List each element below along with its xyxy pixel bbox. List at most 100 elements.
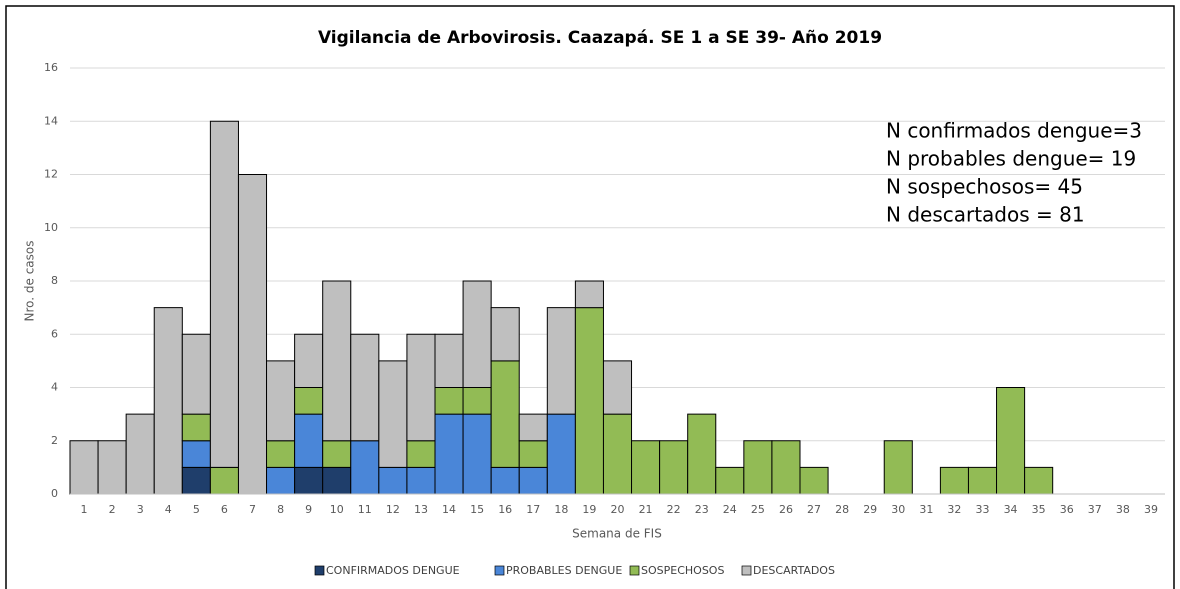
x-tick-label: 36 xyxy=(1060,503,1074,516)
bar-segment xyxy=(350,333,380,442)
bar-segment xyxy=(406,466,436,495)
x-tick-label: 6 xyxy=(221,503,228,516)
bar-segment xyxy=(266,440,296,468)
x-axis-label: Semana de FIS xyxy=(572,527,662,541)
bar-segment xyxy=(939,466,969,495)
x-tick-label: 5 xyxy=(193,503,200,516)
x-tick-label: 7 xyxy=(249,503,256,516)
bar-segment xyxy=(406,440,436,468)
x-tick-label: 11 xyxy=(358,503,372,516)
legend-label: SOSPECHOSOS xyxy=(641,564,724,577)
x-tick-label: 30 xyxy=(891,503,905,516)
bar-segment xyxy=(518,413,548,442)
bar-segment xyxy=(209,120,239,468)
annotation: N probables dengue= 19 xyxy=(886,147,1136,171)
y-tick-label: 16 xyxy=(44,61,58,74)
bar-segment xyxy=(322,280,352,442)
bar-segment xyxy=(322,440,352,468)
x-tick-label: 23 xyxy=(695,503,709,516)
bar-segment xyxy=(518,466,548,495)
x-tick-label: 8 xyxy=(277,503,284,516)
bar-segment xyxy=(490,360,520,468)
x-tick-label: 38 xyxy=(1116,503,1130,516)
bar-segment xyxy=(1024,466,1054,495)
bar-segment xyxy=(631,440,661,495)
x-tick-label: 28 xyxy=(835,503,849,516)
x-tick-label: 31 xyxy=(919,503,933,516)
x-tick-label: 22 xyxy=(667,503,681,516)
bar-segment xyxy=(771,440,801,495)
x-tick-label: 33 xyxy=(976,503,990,516)
annotation: N confirmados dengue=3 xyxy=(886,119,1142,143)
x-tick-label: 15 xyxy=(470,503,484,516)
bar-segment xyxy=(434,413,464,495)
annotation: N sospechosos= 45 xyxy=(886,175,1083,199)
bar-segment xyxy=(996,387,1026,495)
x-tick-label: 26 xyxy=(779,503,793,516)
x-tick-label: 14 xyxy=(442,503,456,516)
bar-segment xyxy=(181,413,211,442)
bar-segment xyxy=(181,440,211,468)
bar-segment xyxy=(294,387,324,415)
bar-segment xyxy=(883,440,913,495)
bar-segment xyxy=(406,333,436,442)
bar-segment xyxy=(209,466,239,495)
annotation: N descartados = 81 xyxy=(886,203,1085,227)
bar-segment xyxy=(546,413,576,495)
bar-segment xyxy=(434,387,464,415)
x-tick-label: 39 xyxy=(1144,503,1158,516)
x-tick-label: 18 xyxy=(554,503,568,516)
legend-swatch xyxy=(741,565,752,576)
bar-segment xyxy=(97,440,127,495)
bar-segment xyxy=(153,307,183,495)
bar-segment xyxy=(378,466,408,495)
x-tick-label: 16 xyxy=(498,503,512,516)
x-tick-label: 37 xyxy=(1088,503,1102,516)
bar-segment xyxy=(602,360,633,415)
bar-segment xyxy=(294,333,324,388)
legend-swatch xyxy=(629,565,640,576)
x-tick-label: 1 xyxy=(81,503,88,516)
bar-segment xyxy=(715,466,745,495)
y-tick-label: 10 xyxy=(44,221,58,234)
legend-label: PROBABLES DENGUE xyxy=(506,564,622,577)
x-tick-label: 2 xyxy=(109,503,116,516)
legend-label: DESCARTADOS xyxy=(753,564,835,577)
bar-segment xyxy=(659,440,689,495)
x-tick-label: 25 xyxy=(751,503,765,516)
x-tick-label: 12 xyxy=(386,503,400,516)
bar-segment xyxy=(967,466,998,495)
x-tick-label: 21 xyxy=(639,503,653,516)
y-tick-label: 8 xyxy=(51,274,58,287)
x-tick-label: 29 xyxy=(863,503,877,516)
y-tick-label: 14 xyxy=(44,114,58,127)
x-tick-label: 4 xyxy=(165,503,172,516)
bar-segment xyxy=(294,413,324,468)
y-tick-label: 6 xyxy=(51,327,58,340)
x-tick-label: 19 xyxy=(582,503,596,516)
legend-swatch xyxy=(314,565,325,576)
bar-segment xyxy=(518,440,548,468)
bar-segment xyxy=(462,280,492,388)
bar-segment xyxy=(378,360,408,468)
bar-segment xyxy=(602,413,633,495)
y-tick-label: 12 xyxy=(44,168,58,181)
bar-segment xyxy=(687,413,717,495)
bar-segment xyxy=(125,413,155,495)
y-axis-label: Nro. de casos xyxy=(23,240,37,321)
bar-segment xyxy=(462,413,492,495)
x-tick-label: 20 xyxy=(611,503,625,516)
x-tick-label: 10 xyxy=(330,503,344,516)
bar-segment xyxy=(462,387,492,415)
x-tick-label: 3 xyxy=(137,503,144,516)
bar-segment xyxy=(294,466,324,495)
bar-segment xyxy=(574,307,604,495)
y-tick-label: 2 xyxy=(51,434,58,447)
x-tick-label: 27 xyxy=(807,503,821,516)
x-tick-label: 13 xyxy=(414,503,428,516)
bar-segment xyxy=(434,333,464,388)
x-tick-label: 24 xyxy=(723,503,737,516)
bar-segment xyxy=(799,466,829,495)
legend-swatch xyxy=(494,565,505,576)
